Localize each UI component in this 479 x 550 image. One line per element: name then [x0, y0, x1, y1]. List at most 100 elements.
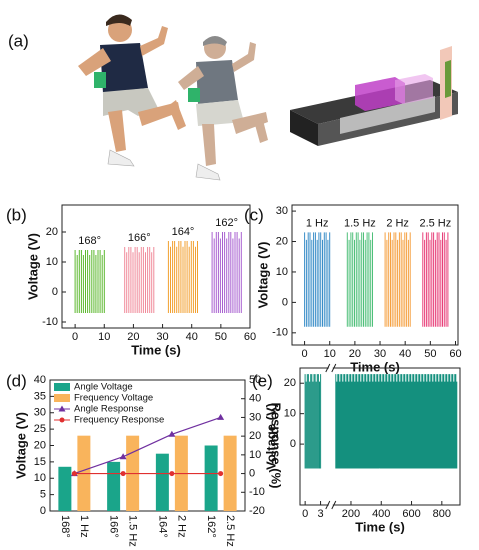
- x-tick-label: 60: [244, 331, 256, 343]
- y-axis-title: Voltage (V): [255, 242, 270, 309]
- axis-break: [325, 500, 337, 510]
- line-marker: [71, 471, 77, 477]
- line-marker: [218, 471, 224, 477]
- x-tick-label: 2.5 Hz: [224, 515, 236, 547]
- y2-tick-label: 20: [249, 430, 261, 442]
- line-marker: [168, 430, 176, 437]
- panel-label: (a): [8, 31, 29, 50]
- signal-burst: [422, 232, 449, 327]
- y-tick-label: 30: [34, 407, 46, 419]
- x-tick-label: 1.5 Hz: [127, 515, 139, 547]
- device-illustration: [290, 46, 458, 146]
- y-tick-label: 20: [46, 226, 58, 238]
- axis-break: [328, 366, 333, 370]
- burst-label: 166°: [128, 232, 151, 244]
- x-tick-label: 10: [98, 331, 110, 343]
- line-marker: [120, 471, 126, 477]
- y-tick-label: 10: [276, 266, 288, 278]
- plot-frame: [61, 204, 251, 329]
- x-axis-title: Time (s): [355, 519, 405, 534]
- bar: [155, 453, 169, 511]
- plot-frame: [299, 367, 461, 506]
- x-axis-title: Time (s): [350, 359, 400, 374]
- burst-label: 1 Hz: [306, 217, 329, 229]
- burst-label: 2.5 Hz: [419, 217, 451, 229]
- x-tick-label: 50: [424, 348, 436, 360]
- bar: [58, 466, 72, 511]
- x-tick-label: 10: [324, 348, 336, 360]
- burst-label: 168°: [78, 235, 101, 247]
- plot-frame: [291, 204, 459, 346]
- y-tick-label: 40: [34, 374, 46, 386]
- x-tick-label: 800: [433, 508, 451, 520]
- line-marker: [119, 453, 127, 460]
- runner-illustration: [78, 14, 268, 181]
- x-tick-label: 0: [302, 348, 308, 360]
- y2-tick-label: 50: [249, 374, 261, 386]
- y2-tick-label: -20: [249, 505, 265, 517]
- line-marker: [169, 471, 175, 477]
- signal-burst: [211, 232, 242, 313]
- y-tick-label: -10: [272, 327, 288, 339]
- x-tick-label: 600: [402, 508, 420, 520]
- y-tick-label: 10: [284, 408, 296, 420]
- y-tick-label: 0: [282, 296, 288, 308]
- y-tick-label: 0: [52, 286, 58, 298]
- y-tick-label: 10: [46, 256, 58, 268]
- x-axis-title: Time (s): [131, 342, 181, 357]
- y2-tick-label: 0: [249, 467, 255, 479]
- x-tick-label: 2 Hz: [175, 515, 187, 538]
- legend-swatch: [54, 394, 70, 402]
- x-tick-label: 0: [302, 508, 308, 520]
- signal-burst: [167, 241, 198, 313]
- y-tick-label: -10: [42, 316, 58, 328]
- y2-axis-title: Response (%): [269, 403, 284, 489]
- x-tick-label: 50: [215, 331, 227, 343]
- y2-tick-label: 40: [249, 393, 261, 405]
- x-tick-label: 20: [349, 348, 361, 360]
- x-tick-label: 200: [342, 508, 360, 520]
- burst-label: 2 Hz: [386, 217, 409, 229]
- burst-label: 164°: [172, 226, 195, 238]
- x-tick-label: 30: [374, 348, 386, 360]
- y-tick-label: 25: [34, 423, 46, 435]
- y2-tick-label: -10: [249, 486, 265, 498]
- x-tick-label: 20: [127, 331, 139, 343]
- line-marker: [58, 405, 66, 412]
- signal-burst: [384, 232, 411, 327]
- panel-label: (e): [252, 371, 273, 390]
- line-marker: [59, 417, 65, 423]
- y-tick-label: 5: [40, 489, 46, 501]
- bar: [223, 435, 237, 511]
- x-tick-label: 40: [186, 331, 198, 343]
- x-tick-label: 30: [156, 331, 168, 343]
- y-axis-title: Voltage (V): [13, 412, 28, 479]
- x-tick-label: 162°: [205, 515, 217, 538]
- y-tick-label: 30: [276, 205, 288, 217]
- y2-tick-label: 10: [249, 449, 261, 461]
- x-tick-label: 400: [372, 508, 390, 520]
- legend-label: Frequency Voltage: [74, 393, 153, 404]
- x-tick-label: 3: [318, 508, 324, 520]
- x-tick-label: 40: [399, 348, 411, 360]
- panel-label: (b): [6, 205, 27, 224]
- line-marker: [217, 413, 225, 420]
- legend-label: Angle Voltage: [74, 382, 133, 393]
- burst-label: 1.5 Hz: [344, 217, 376, 229]
- y-tick-label: 20: [284, 377, 296, 389]
- y2-tick-label: 30: [249, 411, 261, 423]
- signal-burst: [304, 374, 322, 469]
- legend-swatch: [54, 383, 70, 391]
- panel-label: (c): [244, 205, 264, 224]
- axis-break: [328, 503, 333, 507]
- legend-label: Angle Response: [74, 404, 144, 415]
- x-tick-label: 60: [449, 348, 461, 360]
- y-axis-title: Voltage (V): [263, 403, 278, 470]
- panel-label: (d): [6, 371, 27, 390]
- x-tick-label: 166°: [108, 515, 120, 538]
- signal-burst: [124, 247, 155, 313]
- y-tick-label: 20: [276, 235, 288, 247]
- signal-burst: [346, 232, 373, 327]
- y-tick-label: 0: [290, 438, 296, 450]
